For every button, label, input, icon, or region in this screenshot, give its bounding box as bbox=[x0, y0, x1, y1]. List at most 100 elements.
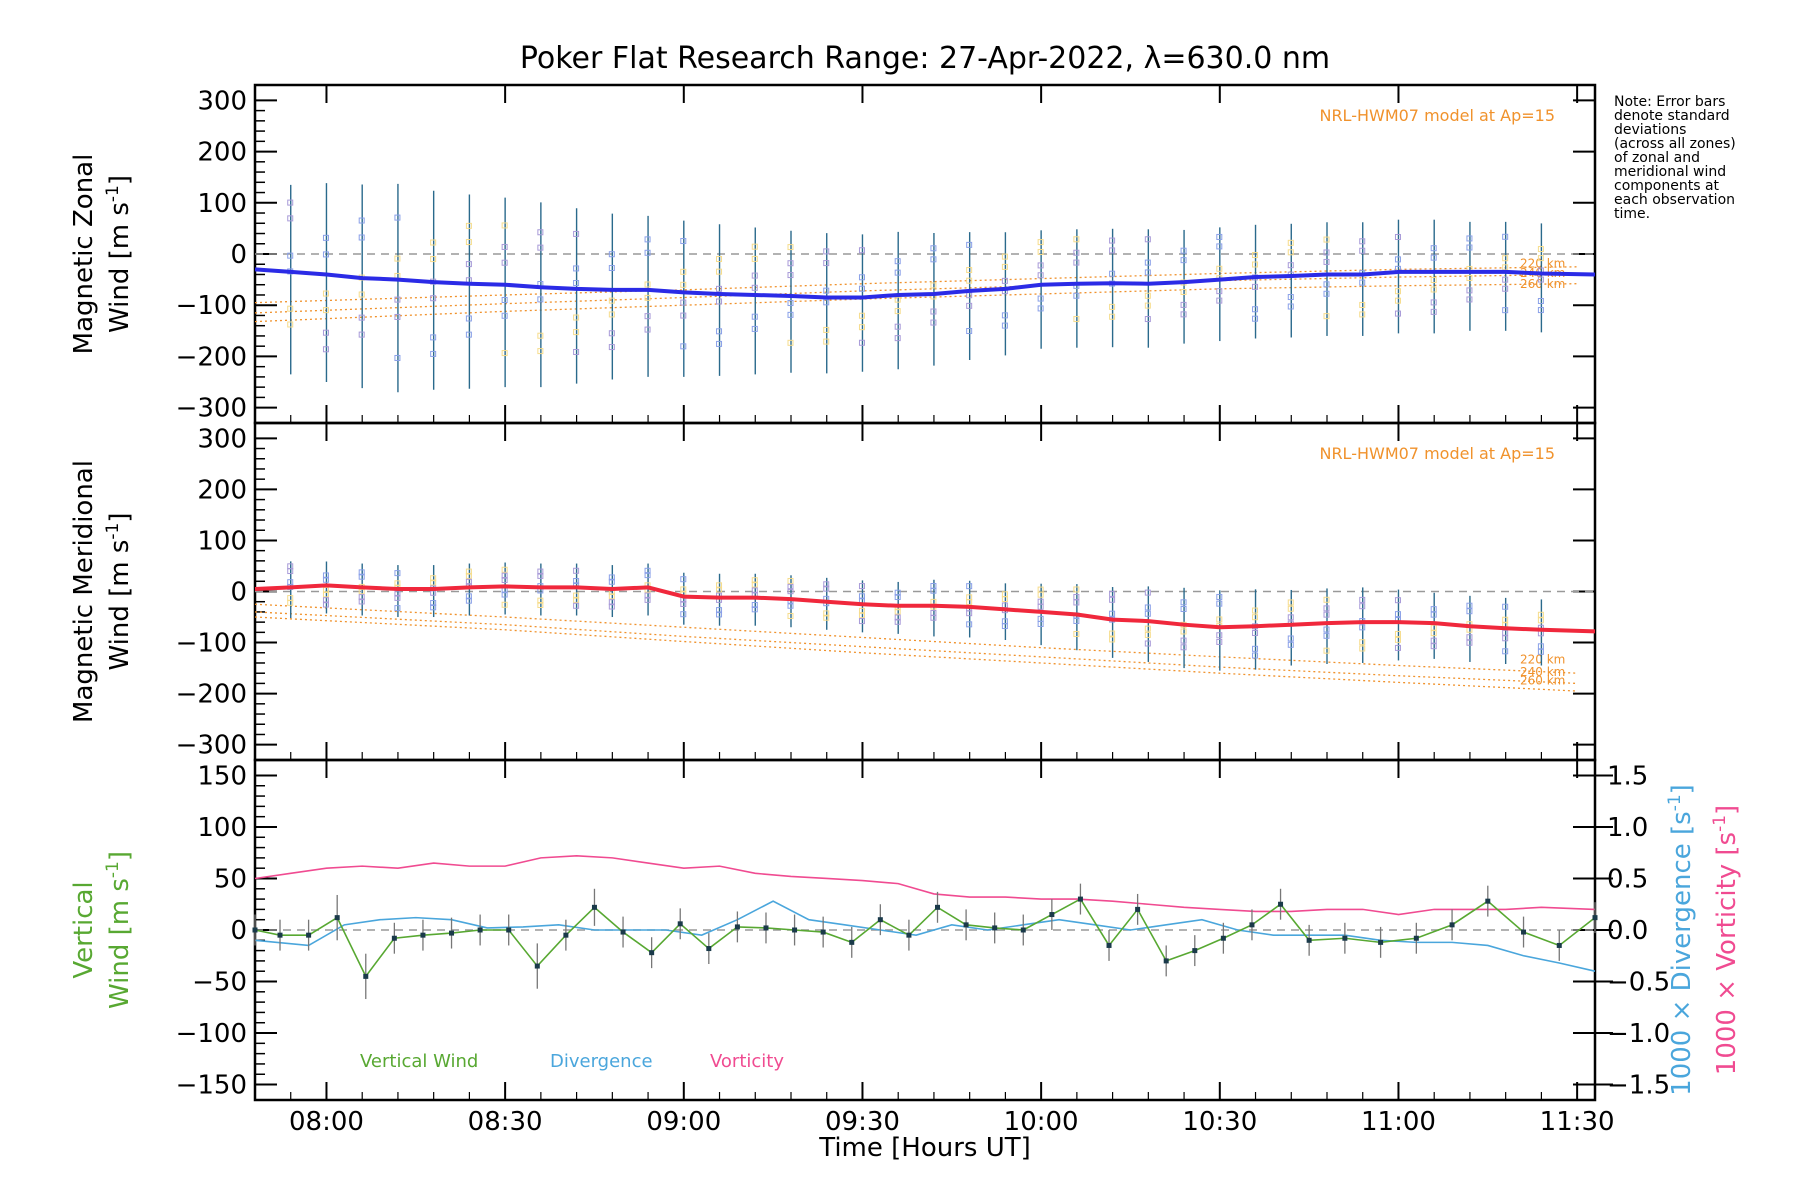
x-tick-label: 11:30 bbox=[1540, 1107, 1615, 1137]
sample-point bbox=[1001, 277, 1008, 284]
sample-point bbox=[1180, 301, 1187, 308]
vertical-wind-point bbox=[391, 935, 397, 941]
sample-point bbox=[608, 574, 615, 581]
sample-point bbox=[1359, 279, 1366, 286]
sample-point bbox=[608, 251, 615, 258]
y-axis-label-line2: Wind [m s-1] bbox=[103, 851, 135, 1009]
vertical-wind-point bbox=[763, 925, 769, 931]
y2-tick-label: 0.5 bbox=[1607, 864, 1648, 894]
sample-point bbox=[858, 247, 865, 254]
sample-point bbox=[287, 199, 294, 206]
sample-point bbox=[787, 577, 794, 584]
sample-point bbox=[1323, 281, 1330, 288]
sample-point bbox=[644, 249, 651, 256]
sample-point bbox=[1287, 262, 1294, 269]
sample-point bbox=[716, 582, 723, 589]
y-tick-label: −100 bbox=[176, 291, 247, 321]
sample-point bbox=[1180, 599, 1187, 606]
sample-point bbox=[787, 602, 794, 609]
sample-point bbox=[358, 291, 365, 298]
sample-point bbox=[1073, 316, 1080, 323]
y-axis-label-line2: Wind [m s-1] bbox=[103, 175, 135, 333]
vertical-wind-point bbox=[1306, 937, 1312, 943]
sample-point bbox=[322, 251, 329, 258]
vertical-wind-point bbox=[1020, 927, 1026, 933]
y-tick-label: 200 bbox=[197, 475, 247, 505]
sample-point bbox=[1502, 233, 1509, 240]
sample-point bbox=[930, 610, 937, 617]
sample-point bbox=[465, 568, 472, 575]
sample-point bbox=[1073, 236, 1080, 243]
model-curve-label: 240 km bbox=[1520, 665, 1565, 679]
sample-point bbox=[1537, 648, 1544, 655]
sample-point bbox=[465, 597, 472, 604]
vertical-wind-point bbox=[677, 921, 683, 927]
sample-point bbox=[823, 614, 830, 621]
sample-point bbox=[608, 603, 615, 610]
sample-point bbox=[322, 597, 329, 604]
sample-point bbox=[894, 618, 901, 625]
sample-point bbox=[1109, 270, 1116, 277]
x-tick-label: 08:00 bbox=[289, 1107, 364, 1137]
sample-point bbox=[1466, 296, 1473, 303]
note-line: each observation bbox=[1614, 192, 1735, 208]
sample-point bbox=[358, 569, 365, 576]
sample-point bbox=[1430, 277, 1437, 284]
sample-point bbox=[1144, 292, 1151, 299]
sample-point bbox=[1001, 322, 1008, 329]
sample-point bbox=[894, 258, 901, 265]
vertical-wind-point bbox=[1449, 922, 1455, 928]
sample-point bbox=[358, 331, 365, 338]
sample-point bbox=[322, 586, 329, 593]
sample-point bbox=[1144, 640, 1151, 647]
sample-point bbox=[573, 567, 580, 574]
sample-point bbox=[1180, 628, 1187, 635]
sample-point bbox=[1252, 630, 1259, 637]
sample-point bbox=[1001, 253, 1008, 260]
vertical-wind-point bbox=[820, 929, 826, 935]
sample-point bbox=[1073, 599, 1080, 606]
model-curve bbox=[254, 266, 1578, 304]
sample-point bbox=[858, 607, 865, 614]
sample-point bbox=[501, 259, 508, 266]
model-curve-label: 220 km bbox=[1520, 653, 1565, 667]
vertical-wind-point bbox=[1249, 922, 1255, 928]
model-curve bbox=[254, 283, 1578, 323]
sample-point bbox=[823, 248, 830, 255]
sample-point bbox=[823, 326, 830, 333]
sample-point bbox=[287, 595, 294, 602]
sample-point bbox=[1037, 295, 1044, 302]
sample-point bbox=[1180, 605, 1187, 612]
sample-point bbox=[1144, 625, 1151, 632]
sample-point bbox=[1073, 593, 1080, 600]
sample-point bbox=[394, 590, 401, 597]
sample-point bbox=[287, 579, 294, 586]
note-line: denote standard bbox=[1614, 108, 1730, 124]
sample-point bbox=[1180, 311, 1187, 318]
sample-point bbox=[501, 350, 508, 357]
sample-point bbox=[644, 326, 651, 333]
y-tick-label: 0 bbox=[230, 578, 247, 608]
sample-point bbox=[358, 217, 365, 224]
vertical-wind-point bbox=[1378, 939, 1384, 945]
sample-point bbox=[1109, 596, 1116, 603]
model-curve-label: 260 km bbox=[1520, 277, 1565, 291]
sample-point bbox=[537, 229, 544, 236]
sample-point bbox=[894, 608, 901, 615]
sample-point bbox=[1502, 616, 1509, 623]
sample-point bbox=[1144, 316, 1151, 323]
sample-point bbox=[1323, 236, 1330, 243]
sample-point bbox=[1037, 598, 1044, 605]
model-label: NRL-HWM07 model at Ap=15 bbox=[1319, 444, 1555, 463]
vorticity-axis-label: 1000 × Vorticity [s-1] bbox=[1710, 805, 1742, 1075]
sample-point bbox=[680, 576, 687, 583]
sample-point bbox=[430, 334, 437, 341]
sample-point bbox=[1252, 607, 1259, 614]
sample-point bbox=[394, 594, 401, 601]
sample-point bbox=[1109, 630, 1116, 637]
x-tick-label: 09:00 bbox=[646, 1107, 721, 1137]
sample-point bbox=[1502, 307, 1509, 314]
y-tick-label: 100 bbox=[197, 526, 247, 556]
sample-point bbox=[573, 602, 580, 609]
